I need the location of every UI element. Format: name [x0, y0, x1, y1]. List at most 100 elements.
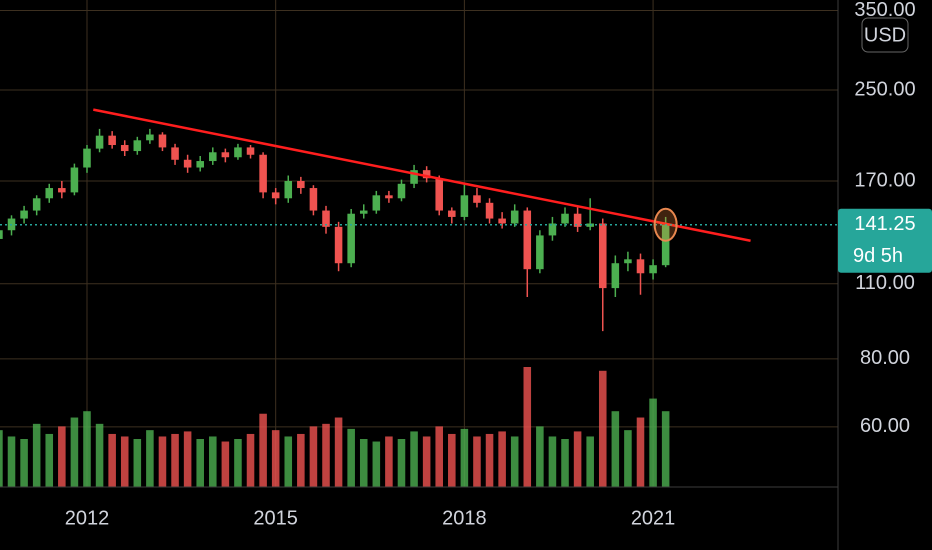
volume-bar	[573, 431, 582, 487]
candle-body	[259, 154, 267, 193]
candle-body	[347, 213, 355, 264]
candle-body	[120, 145, 129, 152]
candle-body	[95, 135, 104, 149]
volume-bar	[70, 417, 79, 487]
candle-body	[624, 259, 632, 264]
volume-bar	[649, 398, 657, 487]
x-tick-label: 2021	[631, 507, 676, 529]
volume-bar	[0, 430, 3, 487]
volume-bar	[636, 417, 645, 487]
volume-bar	[598, 370, 607, 487]
candle-body	[209, 152, 217, 162]
axes: 60.00 80.00 110.00 170.00 250.00 350.00 2012 20…	[65, 0, 932, 529]
volume-bar	[561, 439, 569, 487]
volume-bar	[32, 423, 41, 487]
candle-body	[297, 181, 305, 189]
volume-bar	[120, 436, 129, 487]
candle-body	[661, 224, 670, 266]
volume-bar	[171, 433, 179, 487]
candle-body	[510, 210, 519, 224]
candle-body	[422, 170, 431, 179]
candle-body	[473, 195, 481, 203]
volume-bar	[372, 441, 381, 487]
volume-bar	[146, 430, 154, 487]
volume-bar	[95, 423, 104, 487]
y-tick-label: 170.00	[854, 169, 915, 191]
volume-bar	[133, 439, 142, 487]
volume-bar	[347, 428, 355, 487]
highlight-circle	[653, 207, 678, 242]
volume-bar	[183, 431, 192, 487]
volume-bar	[624, 430, 632, 487]
volume-bar	[7, 436, 16, 487]
x-tick-label: 2018	[442, 507, 487, 529]
volume-bar	[397, 439, 406, 487]
volume-bar	[45, 433, 54, 487]
candle-body	[183, 159, 192, 168]
volume-bar	[108, 433, 116, 487]
volume-bar	[485, 433, 494, 487]
volume-bar	[309, 426, 318, 487]
y-tick-label: 60.00	[860, 415, 910, 437]
candle-body	[573, 213, 582, 227]
candle-body	[45, 188, 54, 199]
candle-body	[359, 210, 368, 214]
volume-bar	[523, 367, 532, 487]
candle-body	[146, 134, 154, 141]
candle-body	[460, 195, 469, 217]
candle-body	[598, 223, 607, 289]
volume-bar	[58, 426, 66, 487]
candle-body	[322, 210, 330, 227]
x-tick-label: 2012	[65, 507, 110, 529]
y-tick-label: 350.00	[854, 0, 915, 21]
volume-bar	[385, 436, 393, 487]
volume-bar	[20, 439, 28, 487]
candle-body	[234, 147, 242, 158]
candle-body	[435, 178, 443, 211]
volume-bar	[158, 436, 167, 487]
candle-body	[246, 147, 255, 155]
volume	[0, 367, 670, 487]
candle-body	[70, 167, 79, 193]
volume-bar	[510, 436, 519, 487]
volume-bar	[271, 430, 280, 487]
candle-body	[221, 152, 230, 158]
countdown: 9d 5h	[853, 245, 903, 267]
currency[interactable]: USD	[864, 24, 906, 46]
volume-bar	[410, 431, 418, 487]
volume-bar	[448, 433, 456, 487]
candle-body	[58, 188, 66, 193]
volume-bar	[460, 428, 469, 487]
currency-box[interactable]	[861, 17, 909, 53]
volume-bar	[234, 439, 242, 487]
candle-body	[561, 213, 569, 224]
candle-body	[20, 210, 28, 219]
volume-bar	[196, 439, 204, 487]
volume-bar	[498, 431, 506, 487]
candles	[0, 128, 670, 332]
volume-bar	[334, 417, 343, 487]
volume-bar	[586, 436, 594, 487]
volume-bar	[548, 436, 557, 487]
volume-bar	[435, 426, 443, 487]
candle-body	[385, 195, 393, 199]
candle-body	[309, 188, 318, 211]
candle-body	[649, 265, 657, 274]
candle-body	[636, 259, 645, 274]
volume-bar	[322, 423, 330, 487]
volume-bar	[536, 426, 544, 487]
volume-bar	[611, 411, 620, 487]
candle-body	[536, 235, 544, 270]
candle-body	[32, 198, 41, 211]
volume-bar	[297, 433, 305, 487]
candle-body	[158, 134, 167, 148]
x-tick-label: 2015	[253, 507, 298, 529]
candle-body	[334, 226, 343, 264]
candle-body	[397, 183, 406, 199]
candle-body	[0, 230, 3, 239]
volume-bar	[284, 436, 293, 487]
volume-bar	[661, 411, 670, 487]
candle-body	[523, 210, 532, 270]
overlay	[0, 108, 838, 242]
